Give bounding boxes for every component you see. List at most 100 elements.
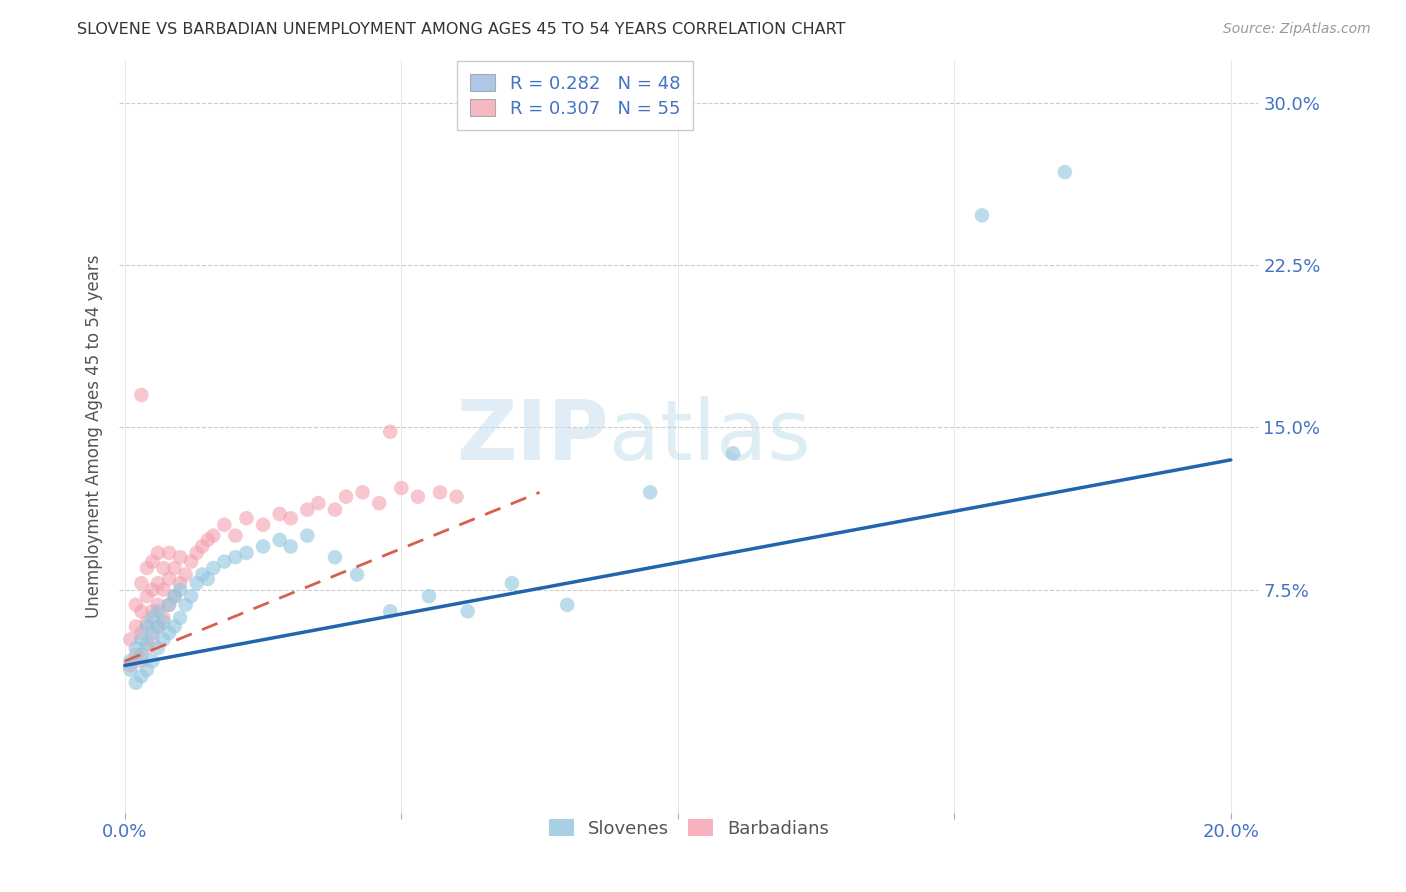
Point	[141, 611, 163, 625]
Point	[131, 654, 153, 668]
Point	[197, 533, 219, 547]
Point	[135, 561, 157, 575]
Point	[152, 615, 174, 629]
Legend: Slovenes, Barbadians: Slovenes, Barbadians	[541, 812, 837, 845]
Point	[368, 496, 391, 510]
Point	[169, 611, 191, 625]
Text: Source: ZipAtlas.com: Source: ZipAtlas.com	[1223, 22, 1371, 37]
Point	[191, 567, 214, 582]
Text: SLOVENE VS BARBADIAN UNEMPLOYMENT AMONG AGES 45 TO 54 YEARS CORRELATION CHART: SLOVENE VS BARBADIAN UNEMPLOYMENT AMONG …	[77, 22, 846, 37]
Point	[186, 576, 208, 591]
Point	[131, 604, 153, 618]
Point	[457, 604, 479, 618]
Point	[418, 589, 440, 603]
Point	[555, 598, 578, 612]
Text: ZIP: ZIP	[457, 395, 609, 476]
Point	[297, 528, 319, 542]
Point	[125, 598, 148, 612]
Point	[141, 654, 163, 668]
Point	[269, 533, 291, 547]
Point	[1053, 165, 1076, 179]
Point	[235, 546, 257, 560]
Point	[141, 626, 163, 640]
Point	[163, 561, 186, 575]
Point	[146, 598, 169, 612]
Point	[135, 589, 157, 603]
Point	[146, 546, 169, 560]
Point	[202, 528, 225, 542]
Point	[235, 511, 257, 525]
Point	[135, 619, 157, 633]
Point	[157, 598, 180, 612]
Point	[169, 576, 191, 591]
Point	[131, 388, 153, 402]
Point	[429, 485, 451, 500]
Point	[135, 663, 157, 677]
Point	[224, 550, 246, 565]
Point	[446, 490, 468, 504]
Point	[141, 632, 163, 647]
Point	[157, 626, 180, 640]
Point	[146, 641, 169, 656]
Point	[141, 604, 163, 618]
Point	[131, 576, 153, 591]
Point	[174, 567, 197, 582]
Point	[131, 648, 153, 662]
Point	[252, 540, 274, 554]
Point	[970, 208, 993, 222]
Point	[214, 517, 236, 532]
Point	[202, 561, 225, 575]
Point	[125, 619, 148, 633]
Point	[141, 555, 163, 569]
Point	[125, 675, 148, 690]
Point	[163, 619, 186, 633]
Point	[380, 425, 402, 439]
Point	[380, 604, 402, 618]
Point	[135, 615, 157, 629]
Point	[163, 589, 186, 603]
Point	[131, 632, 153, 647]
Point	[120, 663, 142, 677]
Point	[146, 619, 169, 633]
Point	[157, 546, 180, 560]
Point	[197, 572, 219, 586]
Point	[224, 528, 246, 542]
Point	[125, 641, 148, 656]
Point	[152, 632, 174, 647]
Point	[269, 507, 291, 521]
Point	[135, 637, 157, 651]
Point	[120, 632, 142, 647]
Point	[352, 485, 374, 500]
Point	[252, 517, 274, 532]
Point	[125, 648, 148, 662]
Point	[152, 582, 174, 597]
Point	[323, 502, 346, 516]
Point	[186, 546, 208, 560]
Point	[280, 540, 302, 554]
Point	[638, 485, 661, 500]
Point	[120, 654, 142, 668]
Point	[157, 572, 180, 586]
Point	[191, 540, 214, 554]
Point	[141, 582, 163, 597]
Point	[131, 626, 153, 640]
Point	[389, 481, 412, 495]
Point	[406, 490, 429, 504]
Point	[163, 589, 186, 603]
Point	[169, 582, 191, 597]
Point	[120, 658, 142, 673]
Point	[721, 446, 744, 460]
Point	[180, 555, 202, 569]
Point	[131, 669, 153, 683]
Y-axis label: Unemployment Among Ages 45 to 54 years: Unemployment Among Ages 45 to 54 years	[86, 254, 103, 618]
Point	[297, 502, 319, 516]
Point	[152, 611, 174, 625]
Point	[180, 589, 202, 603]
Point	[146, 576, 169, 591]
Point	[335, 490, 357, 504]
Point	[174, 598, 197, 612]
Point	[146, 619, 169, 633]
Point	[157, 598, 180, 612]
Point	[346, 567, 368, 582]
Point	[307, 496, 329, 510]
